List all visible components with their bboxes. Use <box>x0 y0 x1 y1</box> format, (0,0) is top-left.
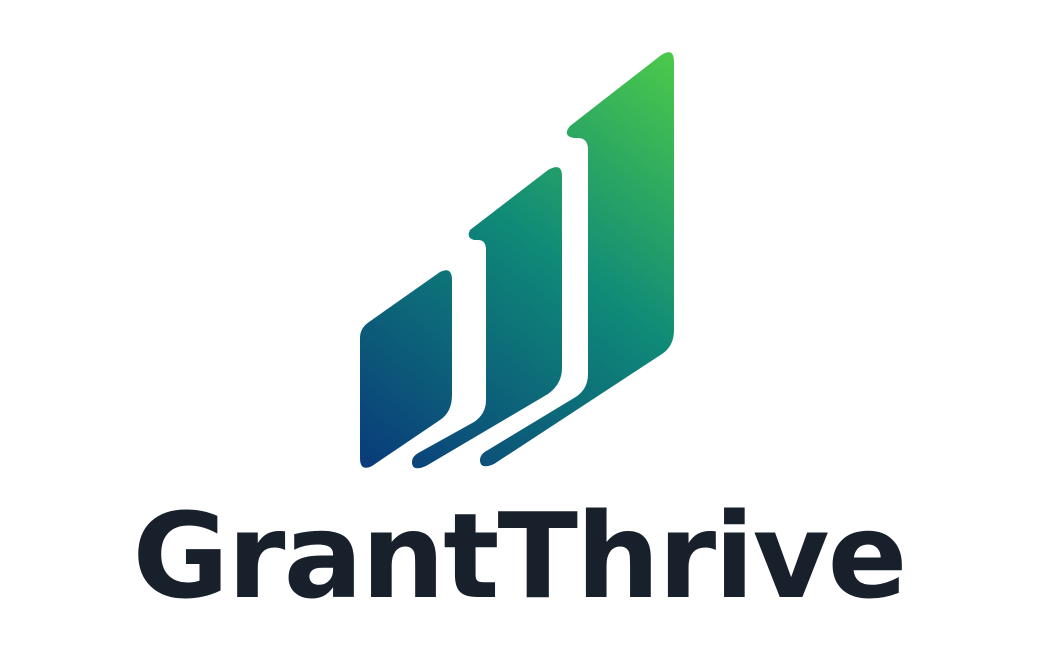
brand-wordmark: GrantThrive <box>132 487 907 625</box>
bar-medium <box>412 167 562 469</box>
bar-small <box>360 270 452 468</box>
bar-large <box>480 52 674 467</box>
